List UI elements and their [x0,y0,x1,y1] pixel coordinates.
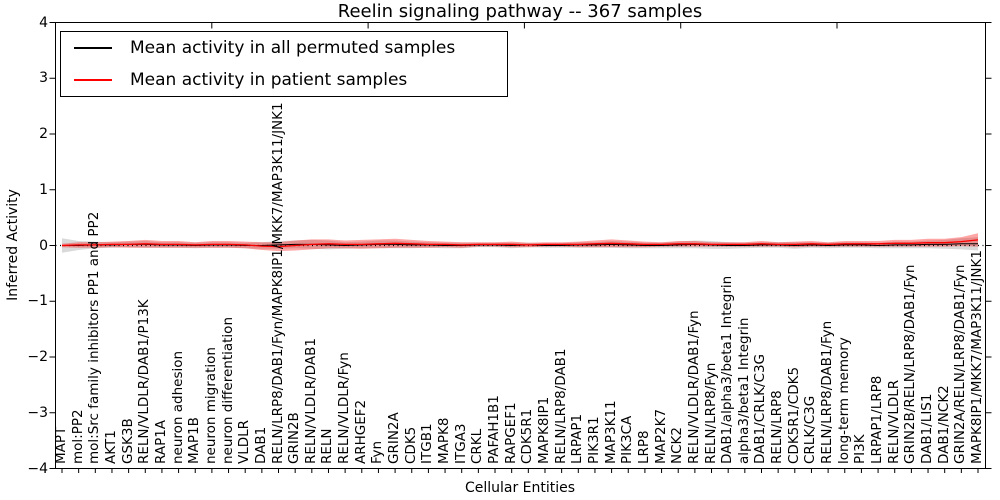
x-tick-label: RELN/LRP8/Fyn [702,362,719,464]
x-tick-label: GRIN2A [386,412,403,464]
x-tick-label: RELN/VLDLR/DAB1 [302,338,319,464]
legend-label-permuted: Mean activity in all permuted samples [130,38,456,59]
x-tick-label: CDK5R1/CDK5 [785,366,802,464]
y-tick-label: −2 [27,349,48,365]
x-tick-label: NCK2 [669,427,686,464]
x-tick-label: CRLK/C3G [802,395,819,464]
x-tick-label: CRKL [469,428,486,464]
patient-mean-line [61,239,979,248]
x-tick-label: MAPT [53,426,69,464]
x-tick-label: RELN/LRP8/DAB1/Fyn/MAPK8IP1/MKK7/MAP3K11… [269,102,286,464]
y-tick-label: 4 [39,14,48,31]
x-tick-label: neuron migration [202,347,219,464]
x-tick-label: RELN/LRP8/DAB1 [552,348,569,464]
x-tick-label: MAPK8 [436,417,453,464]
y-tick-label: −3 [27,404,48,421]
x-tick-label: long-term memory [835,337,852,464]
x-tick-label: DAB1/alpha3/beta1 Integrin [719,275,736,464]
legend-label-patient: Mean activity in patient samples [130,69,408,90]
x-axis-label: Cellular Entities [464,480,576,496]
legend-item-permuted: Mean activity in all permuted samples [61,33,507,63]
x-tick-label: LRP8 [635,430,652,464]
x-tick-label: DAB1 [252,426,269,464]
x-tick-label: alpha3/beta1 Integrin [735,317,752,464]
y-tick-label: −1 [27,293,48,310]
x-tick-label: MAPK8IP1/MKK7/MAP3K11/JNK1 [969,250,985,464]
x-tick-label: Fyn [369,440,386,464]
x-tick-label: GSK3B [119,418,136,464]
x-tick-label: MAP1B [186,417,203,464]
x-tick-label: CDK5R1 [519,408,536,464]
x-tick-label: PAFAH1B1 [486,395,503,464]
x-tick-label: PIK3R1 [585,416,602,464]
x-tick-label: RAPGEF1 [502,402,519,464]
x-tick-label: GRIN2B [286,412,303,464]
x-tick-label: RELN/VLDLR/DAB1/P13K [136,299,153,464]
legend-line-permuted-icon [74,47,112,50]
x-tick-label: neuron differentiation [219,317,236,464]
y-tick-label: 2 [39,126,48,142]
x-tick-label: LRPAP1 [569,413,586,464]
x-tick-label: RELN/VLDLR/DAB1/Fyn [685,310,702,464]
x-tick-label: CDK5 [402,426,419,464]
y-tick-label: 3 [39,70,48,87]
x-tick-label: MAP2K7 [652,408,669,464]
x-tick-label: ITGA3 [452,423,469,464]
x-tick-label: GRIN2A/RELN/LRP8/DAB1/Fyn [952,264,969,464]
x-tick-label: PIK3CA [619,415,636,464]
x-tick-label: RELN/LRP8 [769,390,786,464]
x-tick-label: RELN/LRP8/DAB1/Fyn [819,320,836,464]
chart-title: Reelin signaling pathway -- 367 samples [337,1,703,22]
legend-line-patient-icon [74,78,112,81]
x-tick-label: RELN/VLDLR/Fyn [336,352,353,464]
x-tick-label: mol:Src family inhibitors PP1 and PP2 [86,211,103,464]
x-tick-label: MAP3K11 [602,400,619,464]
x-tick-label: AKT1 [102,430,119,464]
x-tick-label: LRPAP1/LRP8 [869,375,886,464]
legend-item-patient: Mean activity in patient samples [61,65,507,95]
x-tick-label: DAB1/NCK2 [935,385,952,464]
x-tick-label: GRIN2B/RELN/LRP8/DAB1/Fyn [902,264,919,464]
x-tick-label: mol:PP2 [69,409,86,464]
x-tick-label: RELN/VLDLR [885,379,902,464]
x-tick-label: PI3K [852,434,869,464]
x-tick-label: neuron adhesion [169,350,186,464]
y-tick-label: −4 [27,460,48,477]
x-tick-label: MAPK8IP1 [535,396,552,464]
x-tick-label: RAP1A [152,419,169,464]
x-tick-label: DAB1/LIS1 [919,393,936,464]
x-tick-label: RELN [319,428,336,464]
y-tick-label: 0 [39,237,48,254]
x-tick-label: ARHGEF2 [352,399,369,464]
y-tick-label: 1 [39,181,48,198]
patient-std-band [62,233,978,252]
x-tick-label: DAB1/CRLK/C3G [752,354,769,464]
legend: Mean activity in all permuted samples Me… [60,31,508,97]
x-tick-label: VLDLR [236,419,253,464]
x-tick-label: ITGB1 [419,423,436,464]
